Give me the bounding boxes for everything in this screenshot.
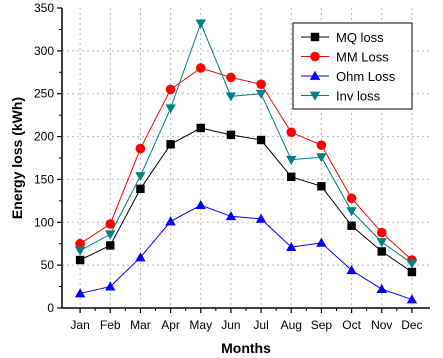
data-point — [376, 238, 387, 248]
series-line — [79, 204, 413, 300]
data-point — [74, 246, 86, 256]
x-tick-label: Aug — [281, 318, 302, 332]
data-point — [255, 89, 267, 99]
series-line — [79, 67, 413, 261]
x-tick-label: Jan — [70, 318, 89, 332]
legend-label: Ohm Loss — [336, 69, 396, 84]
data-point — [225, 92, 237, 102]
data-point — [226, 72, 236, 83]
data-point — [407, 267, 417, 277]
data-point — [377, 247, 386, 256]
x-tick-label: Jun — [221, 318, 240, 332]
data-point — [105, 230, 116, 240]
y-tick-label: 350 — [34, 1, 54, 15]
series-line — [79, 127, 413, 273]
data-point — [376, 283, 387, 294]
data-point — [226, 130, 236, 140]
axes: 0 50 100 150 200 250 300 350 Jan Feb Mar Apr May Jun J… — [34, 1, 430, 332]
x-tick-label: May — [189, 318, 212, 332]
legend-marker — [309, 70, 321, 80]
data-point — [346, 207, 357, 217]
data-point — [196, 123, 205, 133]
data-point — [316, 140, 327, 150]
x-tick-label: Oct — [342, 318, 361, 332]
series-inv-loss — [74, 19, 418, 269]
series-line — [79, 22, 413, 264]
x-tick-label: Mar — [130, 318, 151, 332]
data-point — [165, 216, 176, 226]
data-point — [346, 193, 357, 204]
y-tick-label: 300 — [34, 44, 54, 58]
legend-marker — [310, 51, 320, 62]
data-point — [346, 265, 357, 275]
data-point — [316, 237, 327, 247]
data-point — [75, 255, 85, 265]
x-axis-title: Months — [221, 340, 271, 356]
x-tick-label: Nov — [371, 318, 392, 332]
data-point — [135, 252, 146, 262]
legend-label: MM Loss — [336, 50, 389, 65]
y-tick-label: 0 — [47, 301, 54, 315]
data-point — [256, 135, 266, 145]
data-point — [75, 238, 85, 249]
data-point — [406, 259, 418, 269]
x-tick-label: Jul — [253, 318, 268, 332]
legend: MQ loss MM Loss Ohm Loss Inv loss — [292, 22, 413, 110]
series-mq-loss — [75, 123, 417, 277]
legend-marker — [309, 91, 321, 101]
x-tick-label: Feb — [100, 318, 121, 332]
data-point — [286, 241, 297, 252]
series-mm-loss — [75, 63, 417, 265]
data-point — [255, 213, 267, 223]
x-tick-label: Apr — [161, 318, 180, 332]
x-tick-label: Sep — [311, 318, 333, 332]
data-point — [165, 84, 176, 95]
data-point — [166, 140, 175, 149]
data-point — [136, 184, 145, 194]
data-point — [256, 79, 266, 90]
data-point — [165, 104, 176, 114]
y-tick-label: 50 — [41, 258, 55, 272]
data-point — [376, 227, 387, 238]
data-point — [406, 294, 418, 304]
data-point — [135, 143, 146, 154]
data-point — [286, 127, 297, 138]
data-point — [105, 281, 116, 291]
data-point — [225, 211, 237, 221]
legend-label: MQ loss — [336, 30, 384, 45]
data-point — [287, 172, 296, 182]
data-point — [195, 199, 206, 210]
data-point — [316, 153, 327, 163]
data-point — [317, 182, 326, 191]
data-point — [195, 19, 206, 29]
data-point — [286, 155, 297, 165]
data-point — [195, 63, 206, 73]
y-tick-label: 200 — [34, 130, 54, 144]
data-point — [347, 221, 356, 230]
data-point — [74, 288, 86, 298]
y-axis-title: Energy loss (kWh) — [9, 97, 25, 219]
y-tick-label: 100 — [34, 215, 54, 229]
series-group — [74, 19, 418, 304]
y-tick-label: 250 — [34, 87, 54, 101]
x-tick-label: Dec — [401, 318, 422, 332]
legend-marker — [310, 32, 320, 42]
data-point — [105, 219, 116, 229]
data-point — [106, 241, 115, 250]
legend-label: Inv loss — [336, 89, 381, 104]
data-point — [135, 172, 146, 182]
y-tick-label: 150 — [34, 172, 54, 186]
series-ohm-loss — [74, 199, 418, 304]
